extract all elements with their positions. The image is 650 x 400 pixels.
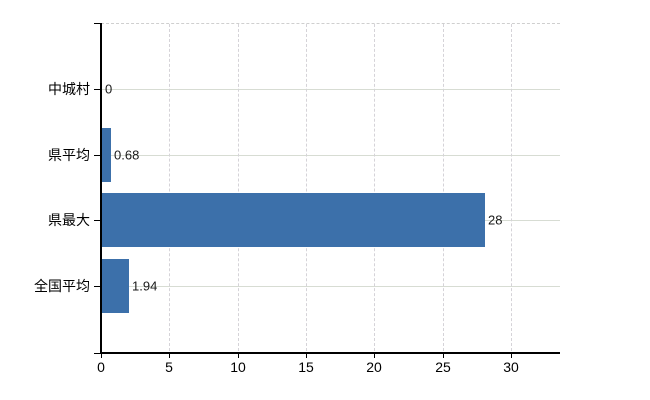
category-label: 県平均 [48, 147, 90, 163]
x-tick-label: 10 [230, 359, 246, 375]
x-tick-label: 30 [503, 359, 519, 375]
bar-2 [102, 193, 485, 247]
x-tick-mark [374, 354, 375, 358]
x-tick-label: 15 [298, 359, 314, 375]
category-label: 県最大 [48, 212, 90, 228]
x-gridline [443, 24, 444, 351]
category-label: 中城村 [48, 81, 90, 97]
bar-value-label: 0.68 [114, 147, 140, 163]
x-tick-mark [169, 354, 170, 358]
x-tick-label: 0 [97, 359, 105, 375]
y-tick-mark [94, 220, 100, 221]
x-tick-label: 5 [165, 359, 173, 375]
category-label: 全国平均 [34, 278, 90, 294]
y-tick-mark [94, 23, 100, 24]
y-gridline [102, 286, 560, 287]
x-tick-mark [511, 354, 512, 358]
y-tick-mark [94, 353, 100, 354]
x-tick-label: 20 [366, 359, 382, 375]
y-tick-mark [94, 155, 100, 156]
x-tick-mark [443, 354, 444, 358]
bar-1 [102, 128, 111, 182]
bar-value-label: 28 [488, 212, 503, 228]
y-gridline [102, 89, 560, 90]
x-tick-mark [238, 354, 239, 358]
y-tick-mark [94, 286, 100, 287]
y-axis-line [100, 23, 102, 354]
x-gridline [374, 24, 375, 351]
plot-top-border [101, 23, 560, 24]
x-tick-label: 25 [435, 359, 451, 375]
x-gridline [511, 24, 512, 351]
y-tick-mark [94, 89, 100, 90]
x-gridline [238, 24, 239, 351]
x-gridline [169, 24, 170, 351]
x-tick-mark [101, 354, 102, 358]
bar-3 [102, 259, 129, 313]
x-gridline [306, 24, 307, 351]
x-tick-mark [306, 354, 307, 358]
x-axis-line [100, 352, 560, 354]
bar-value-label: 0 [105, 81, 113, 97]
bar-value-label: 1.94 [132, 278, 158, 294]
y-gridline [102, 155, 560, 156]
